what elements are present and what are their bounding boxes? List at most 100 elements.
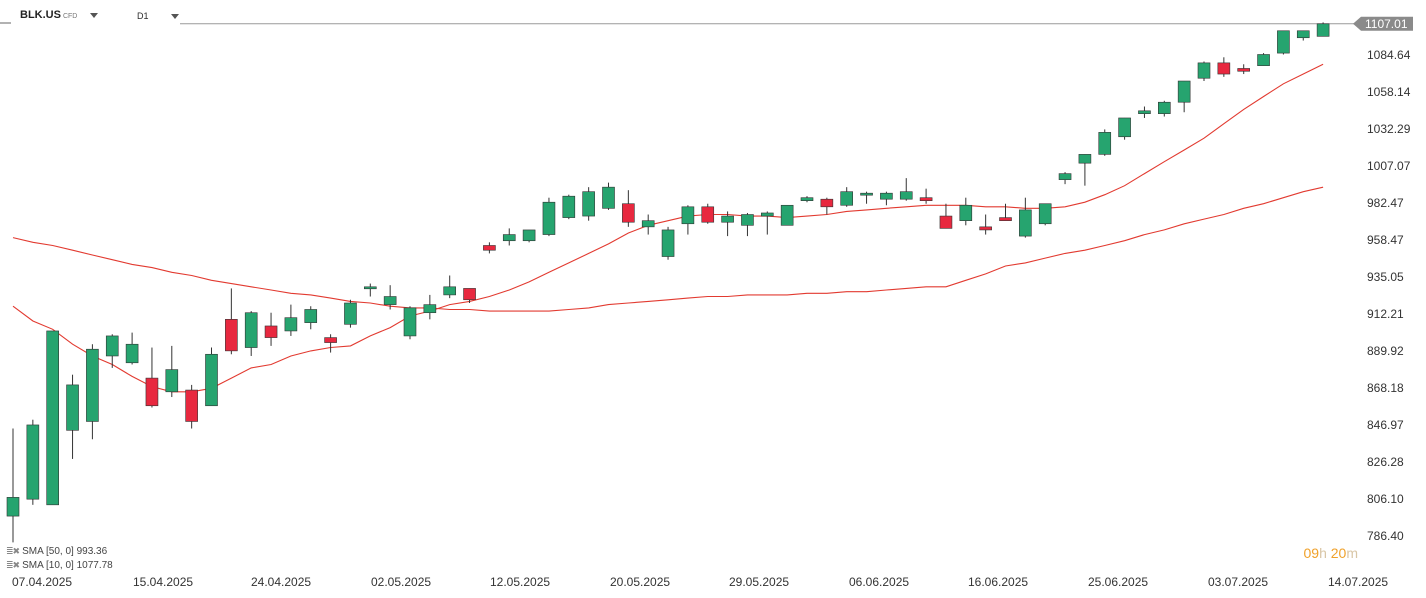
candle-up bbox=[1078, 154, 1092, 164]
candle-down bbox=[185, 389, 198, 422]
legend-sma-label: SMA bbox=[22, 560, 44, 571]
candle-up bbox=[46, 330, 60, 506]
candle-up bbox=[582, 191, 595, 217]
candle-up bbox=[6, 497, 20, 517]
candle-up bbox=[284, 317, 298, 332]
instrument-type-label: CFD bbox=[62, 13, 78, 20]
candle-up bbox=[86, 348, 99, 422]
candle-up bbox=[125, 343, 139, 364]
candle-down bbox=[225, 319, 238, 352]
candle-down bbox=[999, 217, 1012, 221]
y-tick-label: 1084.64 bbox=[1367, 48, 1411, 62]
timer-hours: 09 bbox=[1303, 545, 1320, 561]
candle-up bbox=[165, 369, 179, 393]
timer-minutes: 20 bbox=[1330, 545, 1347, 561]
candle-up bbox=[363, 286, 377, 290]
candle-up bbox=[562, 195, 576, 218]
symbol-label: BLK.US bbox=[20, 9, 61, 21]
y-tick-label: 826.28 bbox=[1367, 455, 1404, 469]
y-tick-label: 982.47 bbox=[1367, 196, 1404, 210]
legend-sma-params: [10, 0] bbox=[46, 560, 74, 571]
candle-up bbox=[205, 353, 218, 407]
candle-up bbox=[1257, 54, 1270, 66]
symbol-selector[interactable]: BLK.US CFD bbox=[20, 9, 99, 21]
candle-up bbox=[899, 191, 913, 200]
x-tick-label: 12.05.2025 bbox=[490, 575, 550, 589]
x-tick-label: 25.06.2025 bbox=[1088, 575, 1148, 589]
candle-up bbox=[780, 204, 794, 226]
candle-down bbox=[979, 226, 992, 231]
y-tick-label: 1032.29 bbox=[1367, 122, 1411, 136]
legend-sma-value: 1077.78 bbox=[76, 560, 113, 571]
y-tick-label: 786.40 bbox=[1367, 529, 1404, 543]
candle-up bbox=[542, 201, 556, 235]
candle-down bbox=[483, 245, 496, 251]
candle-up bbox=[1019, 209, 1032, 237]
candle-up bbox=[840, 191, 854, 206]
candle-down bbox=[463, 288, 476, 301]
candle-down bbox=[622, 203, 635, 223]
legend-item-sma-50[interactable]: ≣✖ SMA [50, 0] 993.36 bbox=[6, 546, 107, 557]
candle-down bbox=[820, 198, 834, 208]
indicator-settings-icon[interactable]: ≣✖ bbox=[6, 546, 20, 556]
candle-up bbox=[959, 204, 973, 221]
y-tick-label: 868.18 bbox=[1367, 381, 1404, 395]
symbol-dropdown-icon[interactable] bbox=[90, 12, 99, 18]
timer-hours-unit: h bbox=[1319, 545, 1327, 561]
candle-up bbox=[502, 234, 516, 242]
current-price-tag bbox=[1353, 16, 1413, 31]
y-tick-label: 912.21 bbox=[1367, 307, 1404, 321]
x-tick-label: 24.04.2025 bbox=[251, 575, 311, 589]
candle-up bbox=[423, 304, 437, 314]
y-tick-label: 1058.14 bbox=[1367, 85, 1411, 99]
x-tick-label: 20.05.2025 bbox=[610, 575, 670, 589]
candle-up bbox=[522, 229, 536, 242]
candle-up bbox=[602, 186, 615, 209]
y-tick-label: 1007.07 bbox=[1367, 159, 1411, 173]
candle-down bbox=[701, 206, 715, 223]
legend-sma-params: [50, 0] bbox=[46, 546, 74, 557]
y-tick-label: 806.10 bbox=[1367, 492, 1404, 506]
candle-up bbox=[1277, 30, 1290, 54]
candle-down bbox=[939, 215, 953, 229]
x-tick-label: 02.05.2025 bbox=[371, 575, 431, 589]
candle-up bbox=[66, 384, 79, 431]
candle-up bbox=[403, 307, 417, 337]
x-tick-label: 06.06.2025 bbox=[849, 575, 909, 589]
candle-up bbox=[800, 197, 814, 201]
y-tick-label: 935.05 bbox=[1367, 270, 1404, 284]
candle-down bbox=[1217, 62, 1231, 75]
candle-up bbox=[641, 220, 655, 228]
candle-up bbox=[1038, 203, 1052, 225]
candle-up bbox=[1197, 62, 1211, 79]
legend-sma-value: 993.36 bbox=[76, 546, 108, 557]
x-tick-label: 03.07.2025 bbox=[1208, 575, 1268, 589]
y-tick-label: 958.47 bbox=[1367, 233, 1404, 247]
candle-down bbox=[919, 197, 933, 201]
candle-down bbox=[264, 325, 278, 338]
y-tick-label: 846.97 bbox=[1367, 418, 1404, 432]
x-tick-label: 16.06.2025 bbox=[968, 575, 1028, 589]
sma-50-line bbox=[12, 186, 1324, 312]
candle-up bbox=[1177, 80, 1191, 103]
timeframe-dropdown-icon[interactable] bbox=[171, 14, 180, 20]
candle-up bbox=[344, 302, 357, 325]
timeframe-selector[interactable]: D1 bbox=[137, 11, 180, 21]
candle-up bbox=[105, 335, 119, 357]
candle-up bbox=[1138, 110, 1151, 114]
candle-up bbox=[443, 286, 457, 296]
current-price-label: 1107.01 bbox=[1365, 17, 1408, 31]
candle-up bbox=[760, 212, 774, 217]
legend-sma-label: SMA bbox=[22, 546, 44, 557]
candle-up bbox=[1118, 117, 1131, 138]
candle-up bbox=[721, 215, 734, 223]
candle-up bbox=[681, 206, 695, 225]
candle-up bbox=[244, 312, 258, 348]
indicator-settings-icon[interactable]: ≣✖ bbox=[6, 560, 20, 570]
legend-item-sma-10[interactable]: ≣✖ SMA [10, 0] 1077.78 bbox=[6, 560, 113, 571]
candle-up bbox=[661, 229, 675, 257]
candle-countdown-timer: 09h 20m bbox=[1303, 545, 1358, 561]
candle-up bbox=[860, 192, 873, 196]
candle-up bbox=[304, 309, 318, 323]
